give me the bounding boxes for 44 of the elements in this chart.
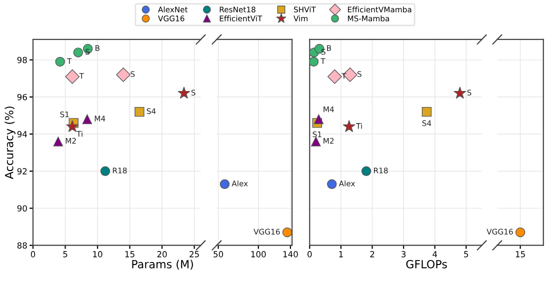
point	[422, 106, 432, 117]
point	[100, 166, 110, 176]
x-tick-label: 5	[63, 251, 68, 258]
x-tick-label: 3	[402, 251, 406, 258]
point	[134, 106, 144, 117]
y-tick-label: 94	[17, 131, 27, 138]
y-tick-label: 88	[17, 242, 27, 249]
point	[73, 48, 84, 58]
y-tick-label: 92	[17, 168, 27, 174]
point	[327, 69, 342, 84]
x-tick-label: 0	[308, 251, 312, 258]
y-tick-label: 90	[17, 205, 27, 212]
x-tick-label: 5	[464, 251, 468, 258]
point	[310, 56, 319, 67]
y-tick-label: 98	[17, 56, 27, 64]
x-tick-label: 15	[125, 251, 134, 258]
point	[82, 114, 92, 124]
x-tick-label: 25	[190, 251, 199, 258]
point	[314, 114, 324, 124]
x-tick-label: 2	[370, 251, 374, 258]
x-tick-label: 100	[251, 251, 266, 258]
point	[342, 120, 356, 132]
point	[116, 67, 131, 82]
point	[454, 86, 466, 99]
x-axis-title: GFLOPs	[406, 260, 447, 268]
y-tick-label: 96	[17, 94, 27, 100]
x-axis-title: Params (M)	[132, 260, 193, 270]
x-tick-label: 0	[30, 251, 36, 258]
point	[65, 69, 80, 84]
x-tick-label: 140	[283, 251, 298, 258]
point	[327, 179, 337, 190]
point	[66, 120, 79, 132]
point	[55, 56, 65, 67]
x-tick-label: 20	[157, 251, 167, 258]
point	[311, 136, 321, 146]
point	[178, 86, 190, 99]
x-tick-label: 4	[432, 251, 438, 258]
y-axis-title: Accuracy (%)	[4, 106, 16, 180]
x-tick-label: 1	[339, 251, 343, 258]
x-tick-label: 15	[516, 251, 525, 258]
x-tick-label: 10	[93, 251, 102, 258]
point	[53, 136, 64, 146]
x-tick-label: 50	[214, 251, 224, 258]
point	[361, 166, 372, 176]
